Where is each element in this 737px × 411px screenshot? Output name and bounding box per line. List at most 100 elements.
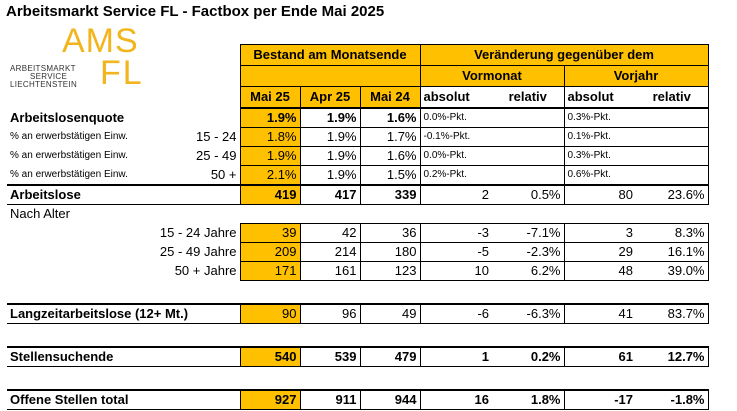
row-label: % an erwerbstätigen Einw. — [10, 150, 128, 161]
cell: 16 — [420, 389, 492, 410]
cell: 0.2% — [492, 346, 565, 367]
cell: 29 — [564, 242, 636, 262]
cell — [636, 108, 709, 128]
cell: 214 — [300, 242, 361, 262]
row-label-arbeitslose: Arbeitslose — [7, 184, 240, 205]
cell: 39.0% — [636, 261, 709, 281]
table-row-arbeitslose: Arbeitslose 419 417 339 2 0.5% 80 23.6% — [7, 184, 709, 205]
table-row: % an erwerbstätigen Einw. 25 - 49 1.9% 1… — [7, 146, 709, 166]
cell: 83.7% — [636, 303, 709, 324]
table-row-langzeit: Langzeitarbeitslose (12+ Mt.) 90 96 49 -… — [7, 303, 709, 324]
cell: 2.1% — [239, 165, 301, 186]
row-range: 15 - 24 — [196, 129, 237, 144]
cell: 0.0%-Pkt. — [420, 108, 492, 128]
cell: 42 — [300, 223, 361, 243]
table-row: % an erwerbstätigen Einw. 15 - 24 1.8% 1… — [7, 127, 709, 147]
col-vj-relativ: relativ — [636, 86, 709, 109]
logo-line-1: ARBEITSMARKT — [10, 64, 76, 73]
factbox-table: Bestand am Monatsende Veränderung gegenü… — [7, 44, 709, 410]
cell: 8.3% — [636, 223, 709, 243]
cell: -17 — [564, 389, 636, 410]
col-mai25: Mai 25 — [239, 86, 301, 109]
cell: -2.3% — [492, 242, 565, 262]
cell: 339 — [360, 184, 421, 205]
row-label: 15 - 24 Jahre — [159, 225, 237, 240]
cell: 3 — [564, 223, 636, 243]
cell: -5 — [420, 242, 492, 262]
cell: 1.9% — [300, 165, 361, 186]
cell: 1.9% — [239, 146, 301, 166]
header-vorjahr: Vorjahr — [564, 65, 709, 87]
cell: 39 — [239, 223, 301, 243]
cell: 417 — [300, 184, 361, 205]
table-row-stellensuchende: Stellensuchende 540 539 479 1 0.2% 61 12… — [7, 346, 709, 367]
cell: 41 — [564, 303, 636, 324]
cell: -6 — [420, 303, 492, 324]
cell: 1.6% — [360, 108, 421, 128]
cell: 209 — [239, 242, 301, 262]
row-label-nach-alter: Nach Alter — [10, 206, 70, 222]
cell — [492, 127, 565, 147]
cell: 0.1%-Pkt. — [564, 127, 636, 147]
cell: 2 — [420, 184, 492, 205]
cell: 16.1% — [636, 242, 709, 262]
logo-fl-text: FL — [100, 54, 144, 92]
table-row: 15 - 24 Jahre 39 42 36 -3 -7.1% 3 8.3% — [7, 223, 709, 243]
cell: 48 — [564, 261, 636, 281]
cell: 171 — [239, 261, 301, 281]
ams-logo: AMS ARBEITSMARKT SERVICE LIECHTENSTEIN F… — [8, 23, 158, 97]
row-label-langzeit: Langzeitarbeitslose (12+ Mt.) — [7, 303, 240, 324]
cell: 539 — [300, 346, 361, 367]
cell: 1.9% — [239, 108, 301, 128]
table-row: 50 + Jahre 171 161 123 10 6.2% 48 39.0% — [7, 261, 709, 281]
row-range: 25 - 49 — [196, 148, 237, 163]
col-vm-absolut: absolut — [420, 86, 492, 109]
header-row-3: Mai 25 Apr 25 Mai 24 absolut relativ abs… — [7, 86, 709, 109]
cell: 61 — [564, 346, 636, 367]
cell: 1.5% — [360, 165, 421, 186]
cell: 1.7% — [360, 127, 421, 147]
table-row-quote: Arbeitslosenquote 1.9% 1.9% 1.6% 0.0%-Pk… — [7, 108, 709, 128]
cell: -1.8% — [636, 389, 709, 410]
header-veraenderung: Veränderung gegenüber dem — [420, 44, 709, 66]
cell — [492, 146, 565, 166]
row-label: 25 - 49 Jahre — [159, 244, 237, 259]
header-row-2: Vormonat Vorjahr — [7, 65, 709, 87]
col-vm-relativ: relativ — [492, 86, 565, 109]
cell: 10 — [420, 261, 492, 281]
cell: 1.8% — [492, 389, 565, 410]
cell: 49 — [360, 303, 421, 324]
col-vj-absolut: absolut — [564, 86, 636, 109]
row-range: 50 + — [210, 166, 237, 182]
cell: 419 — [239, 184, 301, 205]
cell: 0.3%-Pkt. — [564, 108, 636, 128]
cell: 90 — [239, 303, 301, 324]
cell: 12.7% — [636, 346, 709, 367]
cell: 1.9% — [300, 127, 361, 147]
table-row-nach-alter: Nach Alter — [7, 205, 708, 224]
cell: 96 — [300, 303, 361, 324]
cell: 911 — [300, 389, 361, 410]
col-mai24: Mai 24 — [360, 86, 421, 109]
cell: 0.5% — [492, 184, 565, 205]
row-label: % an erwerbstätigen Einw. — [10, 131, 128, 142]
cell: 0.2%-Pkt. — [420, 165, 492, 186]
cell: 1.8% — [239, 127, 301, 147]
cell — [492, 108, 565, 128]
cell — [636, 146, 709, 166]
cell: 123 — [360, 261, 421, 281]
header-vormonat: Vormonat — [420, 65, 565, 87]
row-label-stellensuchende: Stellensuchende — [7, 346, 240, 367]
cell: 0.0%-Pkt. — [420, 146, 492, 166]
cell — [636, 127, 709, 147]
cell: 1.6% — [360, 146, 421, 166]
table-row: % an erwerbstätigen Einw. 50 + 2.1% 1.9%… — [7, 165, 709, 186]
row-label: 50 + Jahre — [174, 263, 237, 278]
cell: 161 — [300, 261, 361, 281]
cell: 6.2% — [492, 261, 565, 281]
header-bestand: Bestand am Monatsende — [239, 44, 421, 66]
cell: 1 — [420, 346, 492, 367]
cell: 0.3%-Pkt. — [564, 146, 636, 166]
header-row-1: Bestand am Monatsende Veränderung gegenü… — [7, 44, 709, 66]
cell — [636, 165, 709, 186]
